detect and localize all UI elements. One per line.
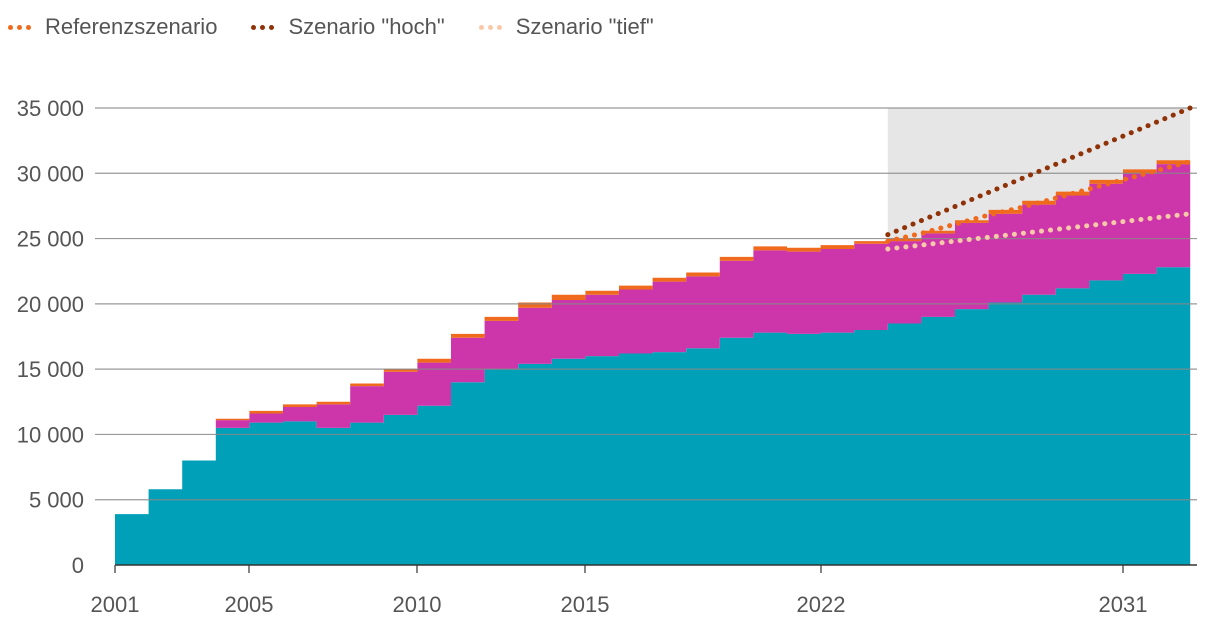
legend-dot	[260, 24, 266, 30]
x-tick-label: 2022	[797, 592, 846, 617]
y-tick-label: 20 000	[17, 292, 84, 317]
legend-dot	[8, 24, 13, 30]
legend-label-reference: Referenzszenario	[45, 14, 218, 39]
legend-item-high[interactable]: Szenario "hoch"	[251, 14, 445, 40]
scenario-line-1	[885, 105, 1193, 238]
legend-dot	[478, 24, 484, 30]
legend-item-low[interactable]: Szenario "tief"	[478, 14, 654, 40]
x-tick-label: 2010	[393, 592, 442, 617]
legend-label-low: Szenario "tief"	[515, 14, 654, 39]
stack-area-0	[115, 267, 1191, 565]
y-tick-label: 30 000	[17, 161, 84, 186]
high-dots-icon	[251, 24, 275, 30]
scenario-line-0	[885, 159, 1193, 244]
legend: Referenzszenario Szenario "hoch" Szenari…	[8, 14, 688, 40]
y-tick-label: 25 000	[17, 227, 84, 252]
x-tick-label: 2005	[225, 592, 274, 617]
stack-area-1	[115, 164, 1191, 515]
legend-dot	[26, 24, 31, 30]
legend-dot	[269, 24, 275, 30]
legend-dot	[251, 24, 257, 30]
x-tick-label: 2001	[91, 592, 140, 617]
legend-dot	[487, 24, 493, 30]
y-tick-label: 0	[72, 553, 84, 578]
scenario-line-2	[885, 211, 1193, 252]
y-tick-label: 10 000	[17, 422, 84, 447]
y-tick-label: 15 000	[17, 357, 84, 382]
x-tick-label: 2015	[561, 592, 610, 617]
x-tick-label: 2031	[1099, 592, 1148, 617]
legend-dot	[496, 24, 502, 30]
y-tick-label: 5 000	[29, 488, 84, 513]
legend-item-reference[interactable]: Referenzszenario	[8, 14, 217, 40]
low-dots-icon	[478, 24, 502, 30]
legend-label-high: Szenario "hoch"	[288, 14, 445, 39]
y-tick-label: 35 000	[17, 96, 84, 121]
reference-dots-icon	[8, 24, 31, 30]
legend-dot	[17, 24, 22, 30]
